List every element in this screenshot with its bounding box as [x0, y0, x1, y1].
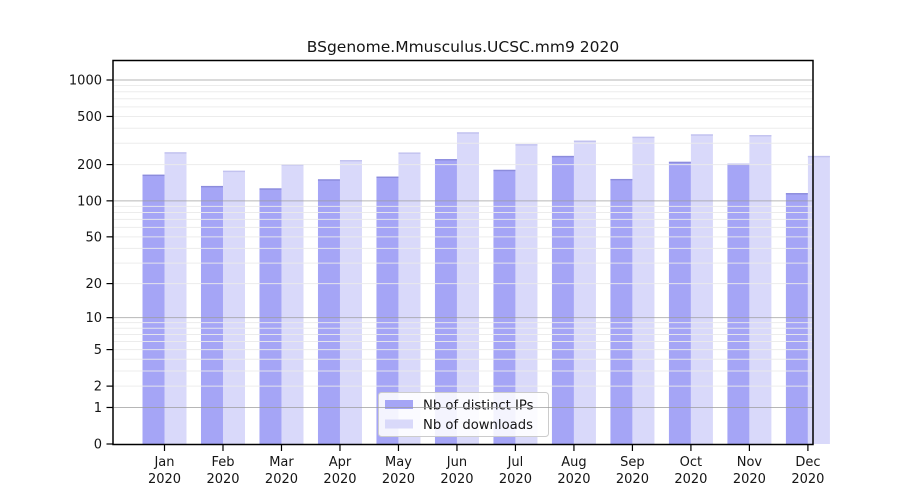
axes-layer [106, 59, 814, 451]
legend-label-distinct-ips: Nb of distinct IPs [423, 399, 534, 414]
bar-top-edge [573, 140, 596, 142]
bar-top-edge [434, 159, 457, 161]
bar-top-edge [164, 152, 187, 154]
bar-top-edge [551, 155, 574, 158]
bar-top-edge [493, 169, 516, 172]
bar-distinct-ips-sep [610, 178, 633, 444]
y-tick-label-500: 500 [77, 110, 102, 125]
y-tick-label-200: 200 [77, 158, 102, 173]
gridlines-layer [113, 79, 813, 408]
bar-distinct-ips-oct [668, 161, 691, 444]
x-tick-label-year-feb: 2020 [206, 472, 239, 487]
bar-downloads-nov [749, 135, 772, 444]
bar-downloads-apr [339, 160, 362, 444]
bar-top-edge [749, 135, 772, 137]
bar-top-edge [807, 155, 830, 158]
x-tick-label-year-jan: 2020 [148, 472, 181, 487]
bar-top-edge [690, 134, 713, 136]
bar-top-edge [632, 136, 655, 139]
x-tick-label-month-may: May [385, 455, 412, 470]
y-tick-label-10: 10 [85, 311, 102, 326]
y-tick-label-1: 1 [94, 401, 102, 416]
y-tick-label-5: 5 [94, 343, 102, 358]
y-tick-label-20: 20 [85, 277, 102, 292]
chart-title: BSgenome.Mmusculus.UCSC.mm9 2020 [307, 38, 619, 56]
bar-distinct-ips-may [376, 176, 399, 444]
x-tick-label-month-jan: Jan [153, 455, 174, 470]
x-tick-label-year-dec: 2020 [791, 472, 824, 487]
bar-downloads-jan [164, 152, 187, 444]
bar-distinct-ips-nov [727, 163, 750, 444]
bar-distinct-ips-jul [493, 169, 516, 444]
x-tick-label-month-feb: Feb [211, 455, 234, 470]
y-tick-label-2: 2 [94, 380, 102, 395]
bar-top-edge [317, 179, 340, 181]
bar-top-edge [668, 161, 691, 164]
bar-top-edge [339, 160, 362, 162]
bar-top-edge [222, 170, 245, 173]
bar-distinct-ips-aug [551, 155, 574, 444]
bar-top-edge [785, 193, 808, 195]
bar-top-edge [376, 176, 399, 179]
bar-top-edge [398, 152, 421, 154]
x-tick-label-year-oct: 2020 [674, 472, 707, 487]
bar-top-edge [200, 185, 223, 188]
bar-top-edge [259, 188, 282, 190]
bar-top-edge [610, 178, 633, 181]
x-tick-label-month-jun: Jun [446, 455, 467, 470]
x-tick-label-month-jul: Jul [507, 455, 524, 470]
y-tick-label-100: 100 [77, 194, 102, 209]
bar-top-edge [456, 132, 479, 134]
x-tick-label-month-mar: Mar [269, 455, 294, 470]
bar-downloads-sep [632, 136, 655, 444]
x-tick-label-year-mar: 2020 [265, 472, 298, 487]
bar-distinct-ips-jun [434, 159, 457, 444]
x-tick-label-year-jul: 2020 [499, 472, 532, 487]
axis-labels-layer: 10005002001005020105210Jan2020Feb2020Mar… [69, 74, 825, 488]
x-tick-label-month-oct: Oct [680, 455, 702, 470]
x-tick-label-month-dec: Dec [795, 455, 820, 470]
plot-border [112, 59, 814, 446]
legend-swatch-downloads [385, 419, 413, 429]
bar-distinct-ips-jan [142, 174, 165, 444]
bar-downloads-jun [456, 132, 479, 444]
x-tick-label-year-nov: 2020 [733, 472, 766, 487]
y-tick-label-1000: 1000 [69, 74, 102, 89]
y-tick-label-0: 0 [94, 438, 102, 453]
x-tick-label-month-aug: Aug [561, 455, 586, 470]
bar-distinct-ips-dec [785, 193, 808, 444]
bar-downloads-oct [690, 134, 713, 445]
x-tick-label-month-sep: Sep [620, 455, 645, 470]
legend-label-downloads: Nb of downloads [423, 418, 533, 433]
bar-downloads-dec [807, 155, 830, 444]
x-tick-label-year-aug: 2020 [557, 472, 590, 487]
x-tick-label-month-apr: Apr [329, 455, 352, 470]
x-tick-label-year-sep: 2020 [616, 472, 649, 487]
y-tick-label-50: 50 [85, 230, 102, 245]
x-tick-label-month-nov: Nov [737, 455, 763, 470]
legend-box [378, 392, 549, 437]
legend: Nb of distinct IPs Nb of downloads [378, 392, 549, 437]
bar-distinct-ips-feb [200, 185, 223, 445]
legend-swatch-distinct-ips [385, 400, 413, 409]
bar-top-edge [515, 144, 538, 146]
x-tick-label-year-may: 2020 [382, 472, 415, 487]
x-tick-label-year-apr: 2020 [323, 472, 356, 487]
bar-top-edge [142, 174, 165, 177]
x-tick-label-year-jun: 2020 [440, 472, 473, 487]
bar-downloads-mar [281, 164, 304, 444]
bar-distinct-ips-apr [317, 179, 340, 445]
bar-downloads-feb [222, 170, 245, 445]
bar-downloads-aug [573, 140, 596, 445]
bar-distinct-ips-mar [259, 188, 282, 444]
